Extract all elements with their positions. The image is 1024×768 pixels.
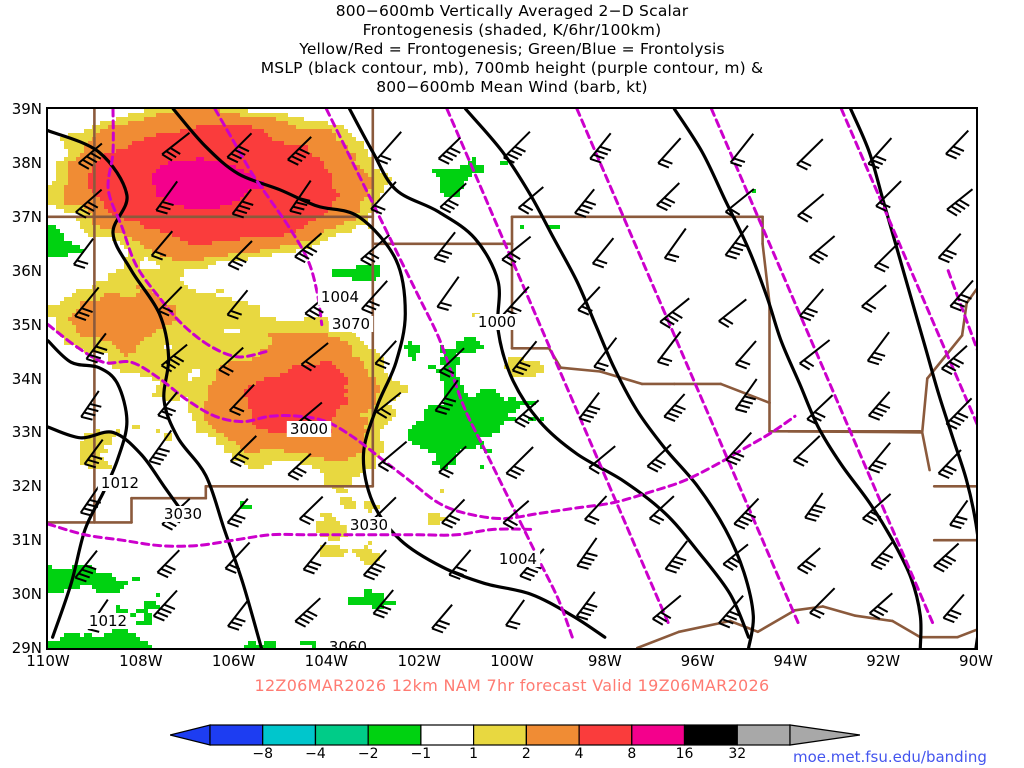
colorbar-tick: −8 <box>252 746 274 762</box>
lat-tick-label: 31N <box>11 531 42 550</box>
lon-tick-label: 102W <box>397 652 441 670</box>
map-panel[interactable]: 1004100010121012100410083070300030303030… <box>46 107 978 650</box>
colorbar-swatches <box>170 724 860 746</box>
title-line-5: 800−600mb Mean Wind (barb, kt) <box>376 78 648 96</box>
chart-title-block: 800−600mb Vertically Averaged 2−D Scalar… <box>0 2 1024 97</box>
lat-tick-label: 32N <box>11 477 42 496</box>
colorbar-tick: 4 <box>574 746 584 762</box>
lat-tick-label: 36N <box>11 261 42 280</box>
lat-tick-label: 39N <box>11 100 42 118</box>
contour-label: 1012 <box>89 612 127 630</box>
colorbar-tick: −1 <box>410 746 432 762</box>
title-line-1: 800−600mb Vertically Averaged 2−D Scalar <box>335 2 689 20</box>
lat-tick-label: 37N <box>11 207 42 226</box>
lon-tick-label: 108W <box>119 652 163 670</box>
title-line-4: MSLP (black contour, mb), 700mb height (… <box>260 59 764 77</box>
lon-tick-label: 100W <box>490 652 534 670</box>
lat-tick-label: 38N <box>11 153 42 172</box>
lon-tick-label: 92W <box>866 652 901 670</box>
contour-label: 3030 <box>350 516 388 534</box>
colorbar-tick: 16 <box>675 746 694 762</box>
colorbar[interactable]: −8 −4 −2 −1 1 2 4 8 16 32 <box>170 724 860 768</box>
lat-tick-label: 33N <box>11 423 42 442</box>
mslp-contours <box>48 109 976 648</box>
colorbar-tick: 1 <box>469 746 479 762</box>
lon-tick-label: 104W <box>304 652 349 670</box>
contour-label: 3000 <box>290 420 328 438</box>
contour-label: 3060 <box>329 638 367 648</box>
lat-tick-label: 29N <box>11 639 42 657</box>
colorbar-tick: 32 <box>728 746 747 762</box>
site-url-watermark[interactable]: moe.met.fsu.edu/banding <box>793 748 987 766</box>
contour-labels: 1004100010121012100410083070300030303030… <box>85 288 541 648</box>
colorbar-tick: −4 <box>305 746 326 762</box>
lat-tick-label: 30N <box>11 585 42 604</box>
lon-tick-label: 94W <box>773 652 808 670</box>
contour-label: 3030 <box>164 505 202 523</box>
lon-tick-label: 96W <box>680 652 715 670</box>
lon-tick-label: 106W <box>211 652 256 670</box>
contour-label: 3070 <box>332 315 370 333</box>
contour-label: 1000 <box>478 313 516 331</box>
lat-tick-label: 35N <box>11 315 42 334</box>
lon-tick-label: 98W <box>587 652 622 670</box>
map-canvas: 1004100010121012100410083070300030303030… <box>48 109 976 648</box>
colorbar-tick: −2 <box>357 746 379 762</box>
contour-label: 1004 <box>499 550 537 568</box>
lat-tick-label: 34N <box>11 369 42 388</box>
contour-label: 1004 <box>321 288 359 306</box>
contour-label: 1012 <box>101 474 139 492</box>
lon-tick-label: 90W <box>959 652 993 670</box>
title-line-2: Frontogenesis (shaded, K/6hr/100km) <box>362 21 662 39</box>
colorbar-tick: 2 <box>521 746 531 762</box>
frontogenesis-shading <box>48 109 756 648</box>
lon-tick-label: 110W <box>26 652 70 670</box>
colorbar-tick: 8 <box>627 746 637 762</box>
forecast-caption: 12Z06MAR2026 12km NAM 7hr forecast Valid… <box>254 676 770 695</box>
title-line-3: Yellow/Red = Frontogenesis; Green/Blue =… <box>299 40 725 58</box>
